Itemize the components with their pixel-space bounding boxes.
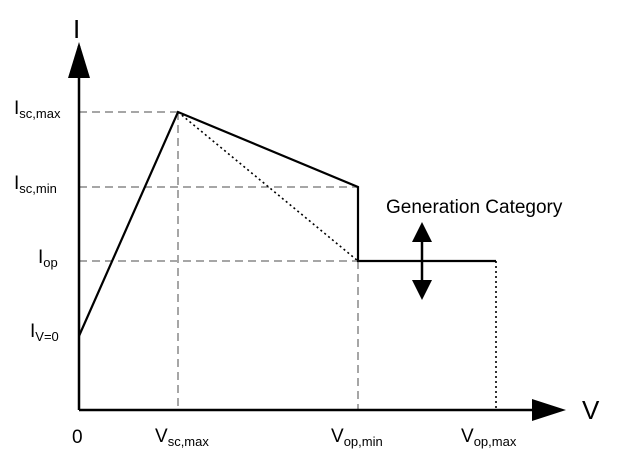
axes xyxy=(68,42,566,421)
dotted-lines xyxy=(177,111,497,410)
y-tick-iop: Iop xyxy=(38,247,58,270)
dotted-diagonal xyxy=(177,111,359,262)
origin-label: 0 xyxy=(72,427,83,448)
double-arrow-icon xyxy=(412,222,432,300)
x-tick-vop-min: Vop,min xyxy=(331,426,383,449)
x-axis-label: V xyxy=(582,395,600,425)
guide-lines xyxy=(79,111,359,410)
x-axis-arrow-icon xyxy=(532,399,566,421)
x-tick-vsc-max: Vsc,max xyxy=(155,426,209,449)
x-tick-vop-max: Vop,max xyxy=(461,426,517,449)
characteristic-curve xyxy=(77,110,496,337)
y-tick-iv0: IV=0 xyxy=(30,321,59,344)
generation-category-label: Generation Category xyxy=(386,197,563,218)
y-axis-label: I xyxy=(73,14,80,44)
y-tick-isc-max: Isc,max xyxy=(14,98,61,121)
y-tick-isc-min: Isc,min xyxy=(14,173,57,196)
y-axis-arrow-icon xyxy=(68,42,90,78)
